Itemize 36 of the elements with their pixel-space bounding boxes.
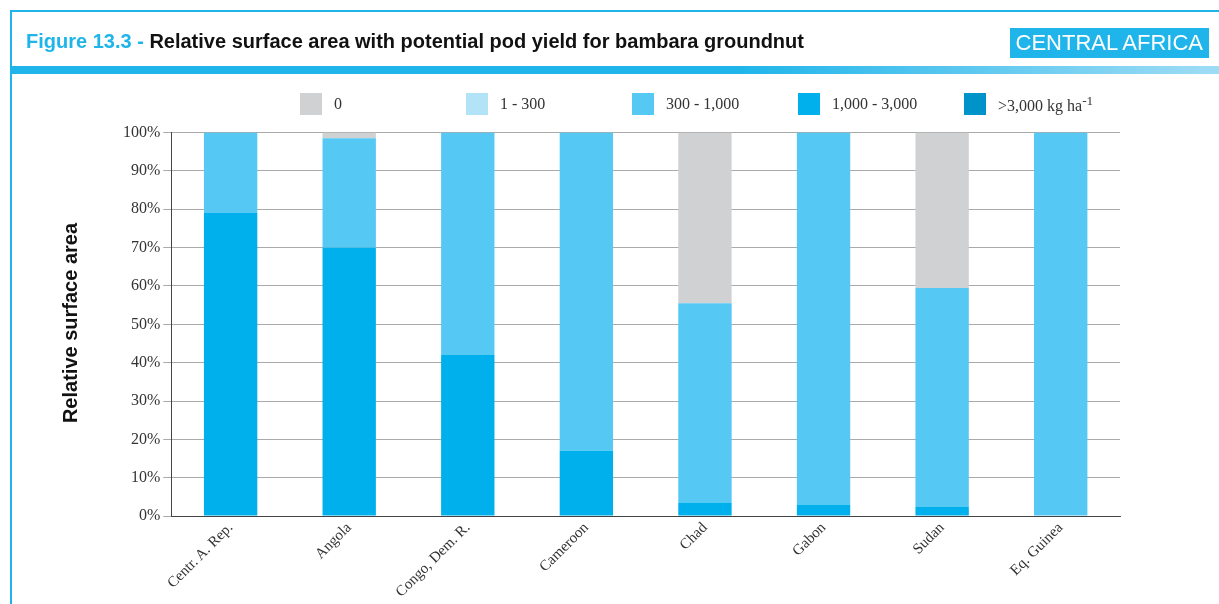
- legend-label: 300 - 1,000: [666, 95, 740, 114]
- bar: [559, 132, 614, 451]
- bar: [915, 287, 969, 507]
- bar: [559, 450, 614, 516]
- y-tick-label: 10%: [131, 467, 161, 485]
- bar: [441, 354, 495, 516]
- y-tick-label: 30%: [131, 391, 161, 409]
- y-tick-label: 20%: [131, 429, 161, 447]
- legend-label: 0: [334, 95, 342, 114]
- chart-subtitle: CENTRAL AFRICA: [1009, 28, 1209, 58]
- bar: [915, 132, 969, 288]
- y-tick-label: 100%: [123, 122, 161, 140]
- bar: [678, 303, 732, 503]
- bar: [1034, 132, 1088, 516]
- legend-label: 1,000 - 3,000: [832, 95, 918, 114]
- y-tick-label: 60%: [131, 276, 161, 294]
- bar: [678, 132, 732, 304]
- y-tick-label: 40%: [131, 352, 161, 370]
- bar: [203, 213, 258, 516]
- bar: [915, 506, 969, 516]
- chart-title: Figure 13.3 - Relative surface area with potential pod yield for bambara groundnut: [26, 30, 804, 52]
- bar: [678, 502, 732, 516]
- bar: [203, 132, 258, 214]
- bar: [322, 138, 376, 248]
- bar: [322, 247, 376, 516]
- y-axis-title: Relative surface area: [58, 222, 82, 424]
- y-tick-label: 80%: [131, 199, 161, 217]
- legend-label: 1 - 300: [500, 95, 546, 114]
- y-tick-label: 0%: [139, 506, 161, 524]
- bar: [441, 132, 495, 355]
- legend-label: >3,000 kg ha$^{-1}$: [998, 93, 1094, 116]
- y-tick-label: 70%: [131, 237, 161, 255]
- bar: [796, 132, 851, 505]
- bar: [796, 504, 851, 516]
- y-tick-label: 90%: [131, 161, 161, 179]
- y-tick-label: 50%: [131, 314, 161, 332]
